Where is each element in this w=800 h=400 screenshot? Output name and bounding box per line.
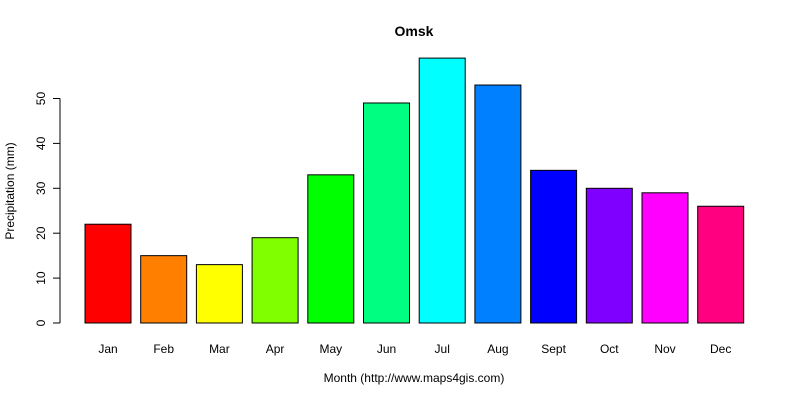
bar-mar: [195, 264, 243, 324]
chart-title: Omsk: [395, 23, 434, 39]
x-tick-label: Jan: [98, 342, 117, 356]
y-tick-label: 40: [34, 136, 48, 150]
x-tick-label: Jul: [435, 342, 450, 356]
y-axis-label: Precipitation (mm): [3, 142, 17, 239]
y-tick-label: 20: [34, 226, 48, 240]
x-tick-label: Aug: [487, 342, 508, 356]
bar-jan: [84, 223, 132, 324]
bar-feb: [140, 255, 188, 324]
x-tick-label: Sept: [541, 342, 566, 356]
y-tick-label: 30: [34, 181, 48, 195]
x-tick-label: Oct: [600, 342, 619, 356]
x-tick-label: May: [319, 342, 342, 356]
y-axis: 0 10 20 30 40 50: [34, 92, 61, 326]
y-tick-label: 50: [34, 92, 48, 106]
bar-jun: [363, 102, 410, 324]
y-tick-label: 10: [34, 271, 48, 285]
bar-oct: [585, 187, 633, 324]
x-axis-label: Month (http://www.maps4gis.com): [324, 371, 505, 385]
bar-dec: [697, 205, 745, 324]
x-tick-label: Mar: [209, 342, 230, 356]
bar-apr: [251, 237, 299, 324]
y-tick-label: 0: [34, 319, 48, 326]
bar-nov: [641, 192, 689, 324]
x-tick-label: Apr: [266, 342, 285, 356]
bars-group: [84, 57, 745, 324]
x-tick-label: Nov: [654, 342, 675, 356]
bar-aug: [474, 84, 522, 324]
x-tick-labels: Jan Feb Mar Apr May Jun Jul Aug Sept Oct Nov Dec: [98, 342, 731, 356]
bar-sept: [530, 169, 578, 324]
x-tick-label: Dec: [710, 342, 731, 356]
bar-may: [307, 174, 355, 324]
x-tick-label: Jun: [377, 342, 396, 356]
bar-jul: [418, 57, 466, 324]
x-tick-label: Feb: [153, 342, 174, 356]
